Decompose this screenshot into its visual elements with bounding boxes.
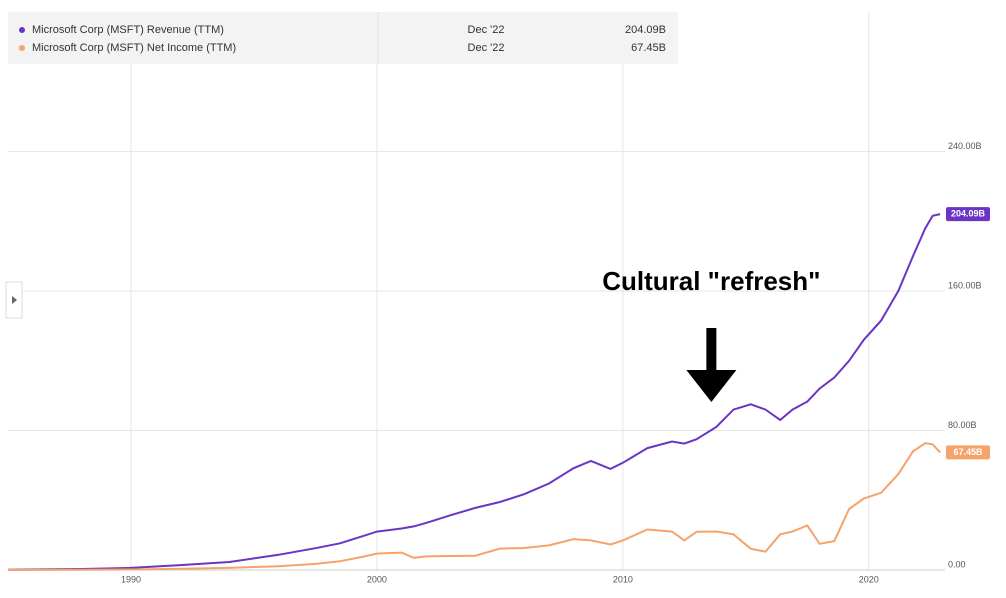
legend-box (8, 12, 678, 64)
y-tick-label: 160.00B (948, 280, 982, 290)
legend-date: Dec '22 (468, 42, 505, 54)
x-tick-label: 2000 (367, 574, 387, 584)
end-badge-label: 204.09B (951, 208, 986, 218)
end-badge (946, 445, 990, 460)
legend-label: Microsoft Corp (MSFT) Revenue (TTM) (32, 24, 224, 36)
series-line (7, 442, 941, 571)
legend-date: Dec '22 (468, 24, 505, 36)
plot: 204.09B 67.45B (7, 207, 990, 571)
annotation-arrow-shaft (706, 328, 717, 378)
legend: Microsoft Corp (MSFT) Revenue (TTM) Dec '… (19, 24, 666, 54)
legend-marker (19, 45, 25, 51)
y-tick-label: 80.00B (948, 420, 977, 430)
annotation: Cultural "refresh" (602, 266, 820, 402)
toggle-icon (12, 296, 17, 304)
y-tick-label: 0.00 (948, 559, 966, 569)
x-tick-label: 2010 (613, 574, 633, 584)
end-badge (946, 207, 990, 222)
annotation-arrow-head (686, 370, 737, 402)
series-line (7, 213, 941, 571)
x-tick-label: 1990 (121, 574, 141, 584)
legend-value: 67.45B (631, 42, 666, 54)
legend-label: Microsoft Corp (MSFT) Net Income (TTM) (32, 42, 236, 54)
annotation-text: Cultural "refresh" (602, 266, 820, 296)
legend-marker (19, 27, 25, 33)
grid: 0.00 80.00B 160.00B 240.00B 1990 2000 2010 2020 (8, 12, 982, 584)
y-tick-label: 240.00B (948, 141, 982, 151)
end-badge-label: 67.45B (953, 447, 983, 457)
x-tick-label: 2020 (859, 574, 879, 584)
legend-value: 204.09B (625, 24, 666, 36)
